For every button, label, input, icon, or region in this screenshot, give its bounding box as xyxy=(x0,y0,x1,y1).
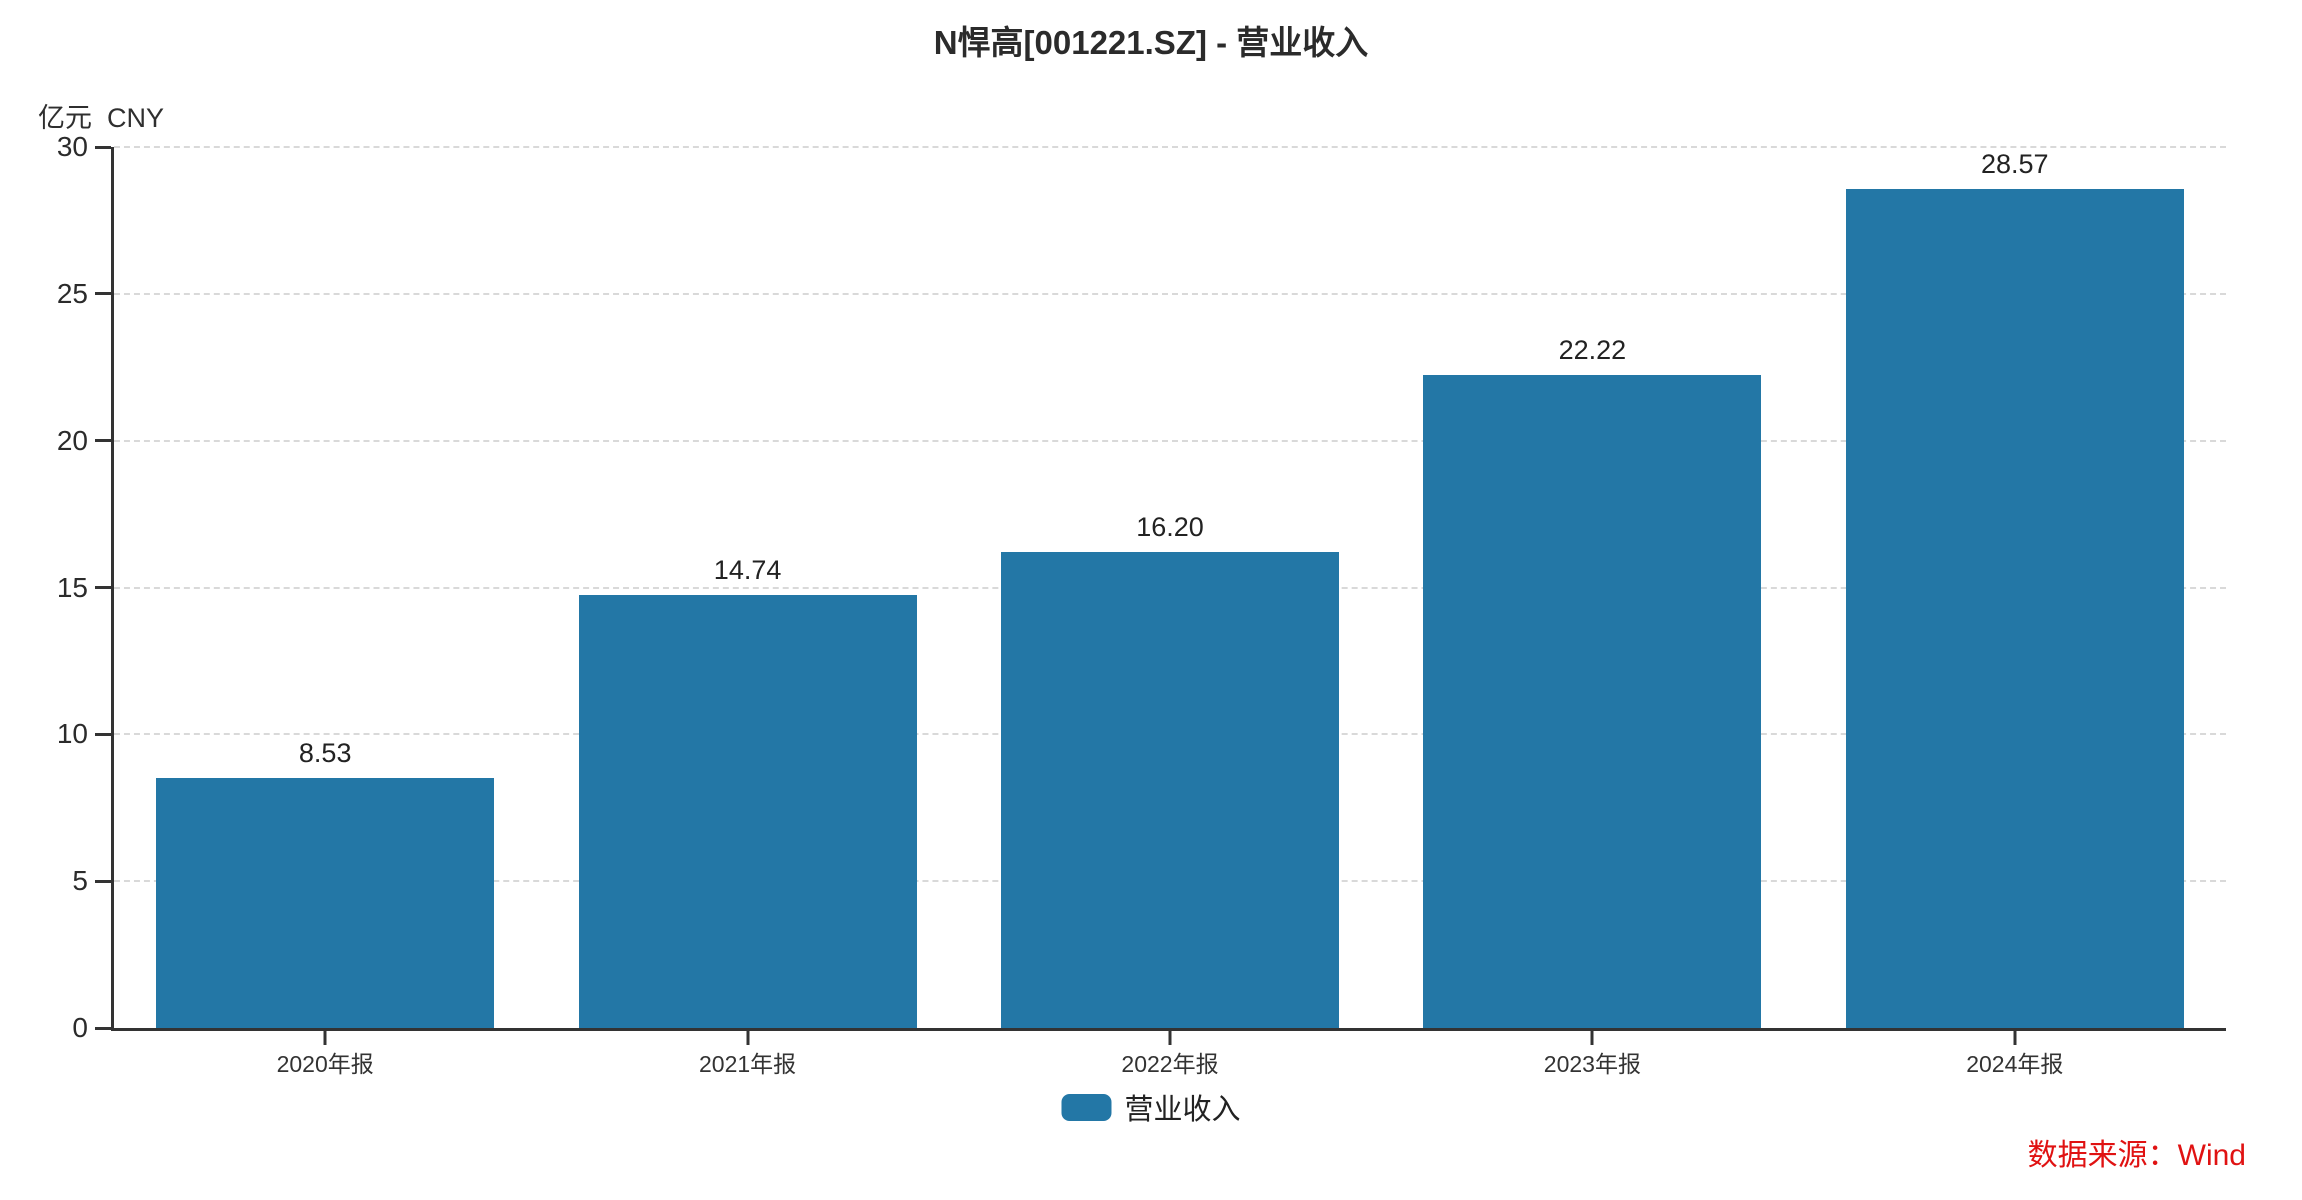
legend-swatch xyxy=(1061,1093,1112,1121)
gridline xyxy=(114,292,2226,295)
x-axis-tick-mark xyxy=(1168,1028,1172,1045)
y-axis-tick-mark xyxy=(95,145,111,149)
bar xyxy=(1845,189,2184,1028)
gridline xyxy=(114,146,2226,148)
bar-value-label: 8.53 xyxy=(298,737,352,768)
y-axis-tick-label: 25 xyxy=(56,277,88,309)
plot-area: 0 5 10 15 20 25 30 8.53 2020年报 14.74 2021年报 16.20 20… xyxy=(57,131,2226,1077)
y-axis-tick-mark xyxy=(95,439,111,443)
x-axis-tick-label: 2022年报 xyxy=(1121,1051,1219,1077)
bar xyxy=(1423,375,1762,1028)
y-axis-tick-mark xyxy=(95,292,111,296)
y-axis-tick-label: 20 xyxy=(56,424,88,456)
y-axis-tick-label: 0 xyxy=(72,1012,88,1043)
data-source-note: 数据来源：Wind xyxy=(2027,1139,2246,1172)
y-axis-tick-mark xyxy=(95,586,111,589)
bar-value-label: 28.57 xyxy=(1981,148,2049,179)
y-axis-tick-label: 30 xyxy=(56,131,88,162)
y-axis-tick-label: 15 xyxy=(56,571,88,603)
x-axis-tick-mark xyxy=(2013,1028,2017,1045)
x-axis-tick-mark xyxy=(323,1028,327,1045)
y-axis-tick-label: 10 xyxy=(56,718,88,750)
gridline xyxy=(114,439,2226,442)
x-axis-tick-mark xyxy=(1590,1028,1594,1045)
x-axis-tick-label: 2021年报 xyxy=(699,1051,797,1077)
bar-value-label: 22.22 xyxy=(1558,335,1627,366)
chart-title: N悍高[001221.SZ] - 营业收入 xyxy=(933,24,1369,61)
bar-value-label: 14.74 xyxy=(713,555,782,586)
y-axis-tick-mark xyxy=(95,732,111,736)
y-axis-tick-mark xyxy=(95,879,111,883)
bar xyxy=(578,595,917,1028)
x-axis-tick-mark xyxy=(746,1028,750,1045)
y-axis-unit-label: 亿元 CNY xyxy=(38,103,165,133)
bar-value-label: 16.20 xyxy=(1136,512,1204,543)
bar xyxy=(156,777,495,1028)
legend-label: 营业收入 xyxy=(1124,1094,1241,1126)
y-axis-tick-mark xyxy=(95,1026,111,1030)
x-axis-tick-label: 2023年报 xyxy=(1543,1051,1641,1077)
legend: 营业收入 xyxy=(1061,1086,1241,1128)
x-axis-tick-label: 2024年报 xyxy=(1966,1051,2064,1077)
y-axis-tick-label: 5 xyxy=(72,865,88,897)
x-axis-tick-label: 2020年报 xyxy=(276,1051,374,1077)
bar xyxy=(1001,552,1339,1028)
